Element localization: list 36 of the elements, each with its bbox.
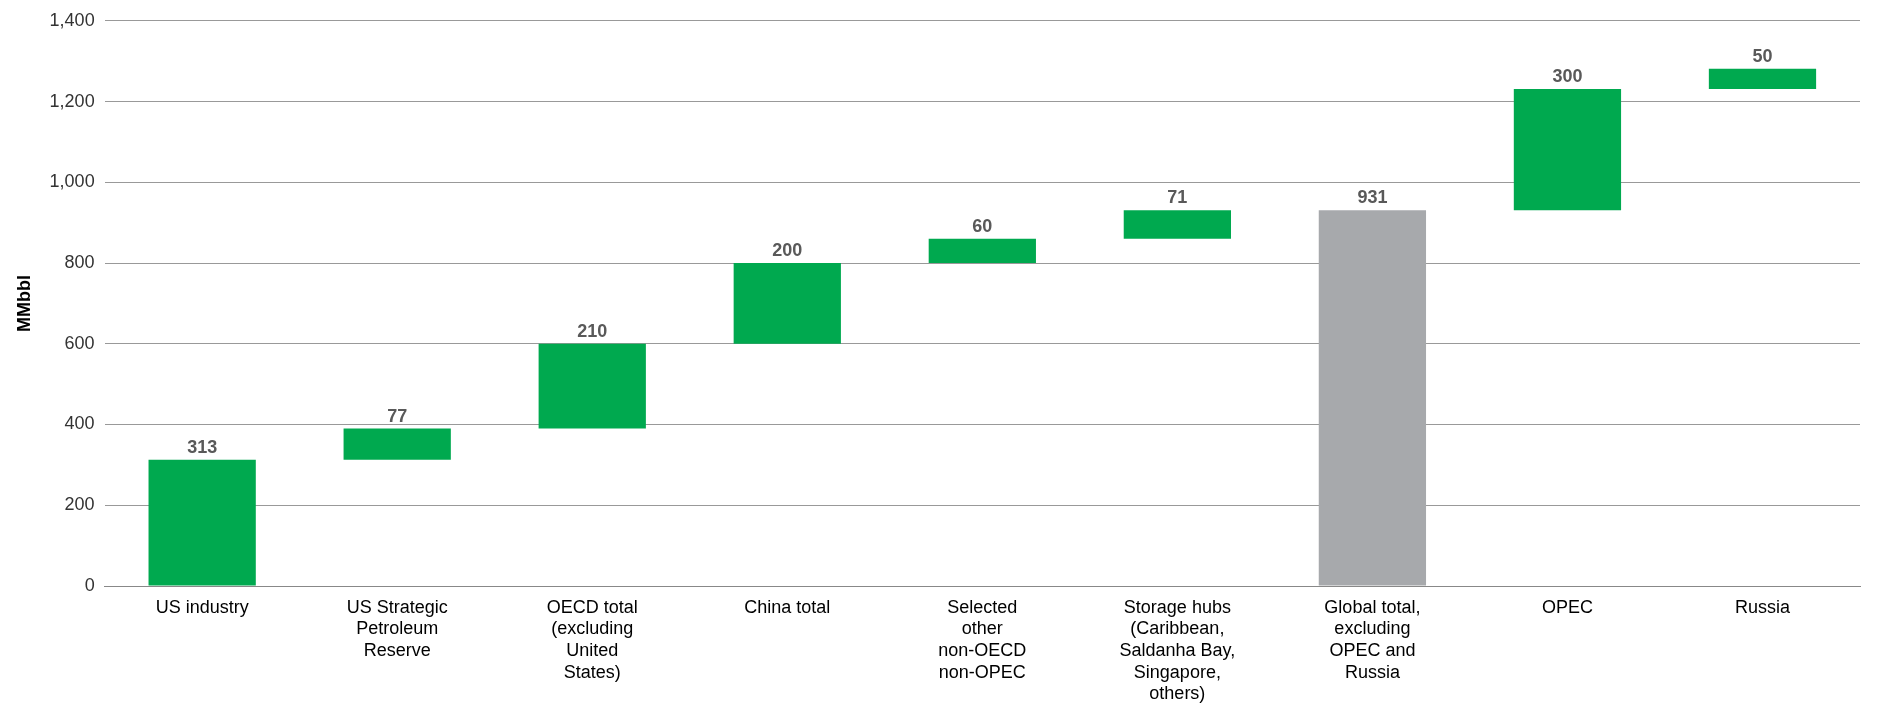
x-tick-label: China total <box>744 596 831 617</box>
x-tick-label: Russia <box>1734 596 1791 617</box>
x-tick-label: Selected other non-OECD non-OPEC <box>938 596 1027 682</box>
bar <box>1513 89 1622 211</box>
x-tick-label: US Strategic Petroleum Reserve <box>346 596 448 660</box>
data-label: 931 <box>1357 187 1388 208</box>
y-tick-label: 600 <box>64 332 95 353</box>
data-label: 210 <box>577 320 608 341</box>
y-tick-label: 400 <box>64 413 95 434</box>
x-tick-label: US industry <box>155 596 249 617</box>
x-tick-label: Global total, excluding OPEC and Russia <box>1324 596 1421 682</box>
x-tick-label: Storage hubs (Caribbean, Saldanha Bay, Singapore, others) <box>1119 596 1236 704</box>
y-axis-title: MMbbl <box>13 274 34 332</box>
y-tick-label: 1,200 <box>49 90 95 111</box>
x-tick-label: OECD total (excluding United States) <box>546 596 638 682</box>
x-tick-label: OPEC <box>1541 596 1593 617</box>
bar <box>1708 68 1817 90</box>
bar <box>1318 210 1427 586</box>
bar <box>928 238 1036 264</box>
data-label: 71 <box>1167 187 1188 208</box>
data-label: 300 <box>1552 66 1583 86</box>
data-label: 200 <box>772 240 803 260</box>
data-label: 77 <box>387 405 408 426</box>
y-tick-label: 1,000 <box>49 171 95 192</box>
bar <box>733 263 841 344</box>
y-tick-label: 200 <box>64 494 95 515</box>
data-label: 313 <box>187 436 218 457</box>
y-tick-label: 0 <box>84 574 95 595</box>
bar <box>148 459 256 586</box>
y-tick-label: 800 <box>64 252 95 272</box>
bar <box>538 343 646 429</box>
bar <box>343 428 451 460</box>
data-label: 50 <box>1752 45 1773 66</box>
data-label: 60 <box>972 215 993 236</box>
bar <box>1123 210 1231 239</box>
y-tick-label: 1,400 <box>49 9 95 30</box>
